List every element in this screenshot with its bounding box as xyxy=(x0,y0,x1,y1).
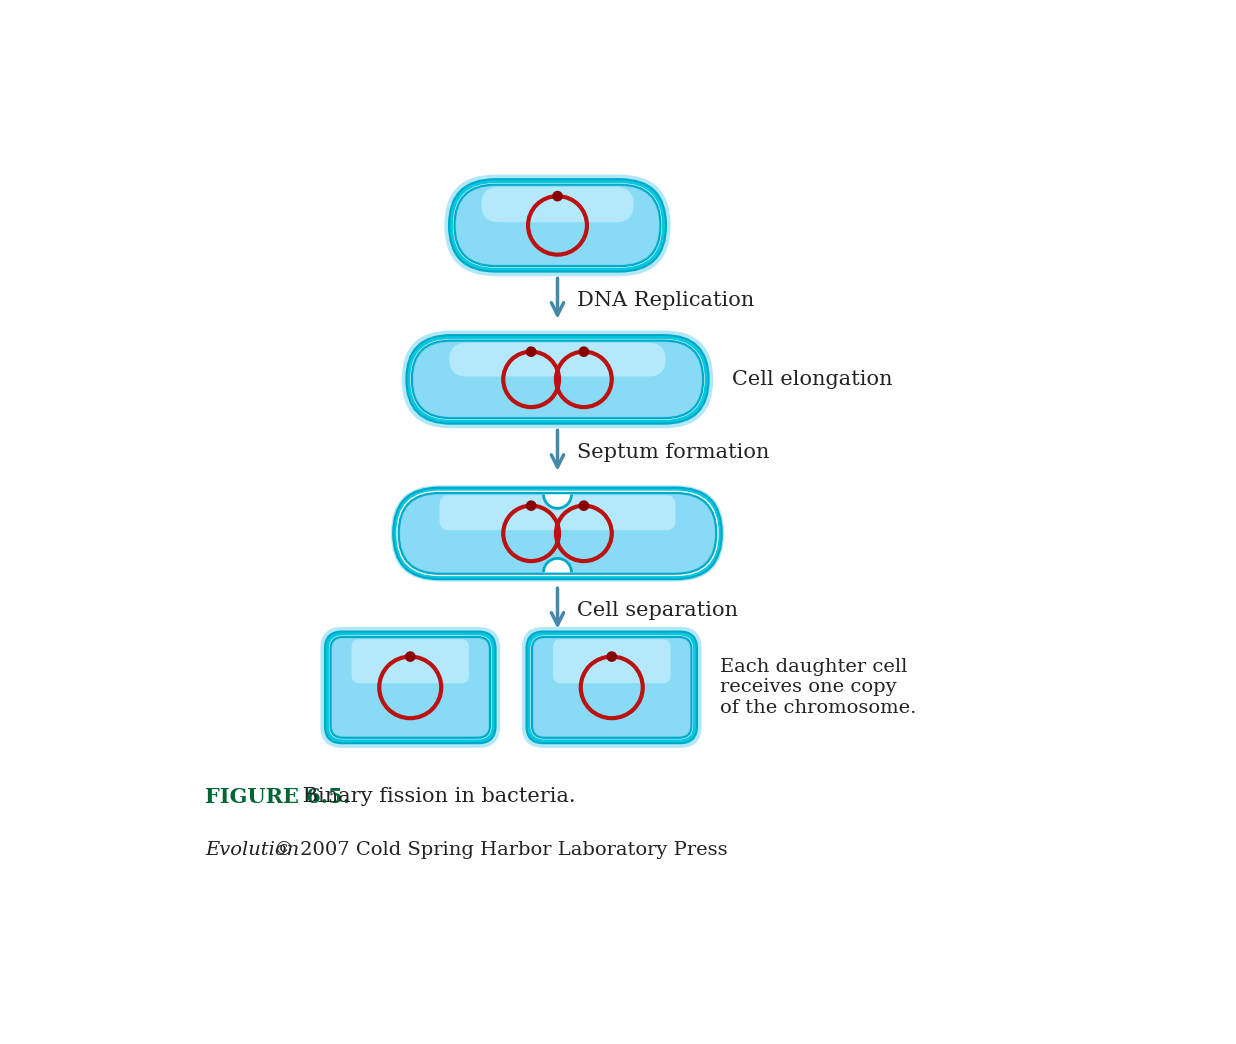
FancyBboxPatch shape xyxy=(412,340,703,419)
Text: DNA Replication: DNA Replication xyxy=(577,291,754,310)
FancyBboxPatch shape xyxy=(445,174,671,277)
Text: Cell separation: Cell separation xyxy=(577,601,738,620)
FancyBboxPatch shape xyxy=(452,183,662,267)
FancyBboxPatch shape xyxy=(407,335,708,424)
FancyBboxPatch shape xyxy=(440,495,676,530)
FancyBboxPatch shape xyxy=(527,632,697,743)
Wedge shape xyxy=(544,559,571,572)
FancyBboxPatch shape xyxy=(481,187,634,222)
FancyBboxPatch shape xyxy=(400,495,714,572)
FancyBboxPatch shape xyxy=(330,637,491,738)
FancyBboxPatch shape xyxy=(402,331,713,428)
FancyBboxPatch shape xyxy=(530,636,693,739)
Text: Evolution: Evolution xyxy=(205,841,299,859)
FancyBboxPatch shape xyxy=(455,185,660,266)
FancyBboxPatch shape xyxy=(399,493,717,574)
FancyBboxPatch shape xyxy=(325,632,496,743)
Text: Binary fission in bacteria.: Binary fission in bacteria. xyxy=(297,787,576,806)
Circle shape xyxy=(552,191,562,200)
Circle shape xyxy=(580,347,588,356)
FancyBboxPatch shape xyxy=(410,339,705,420)
Text: Each daughter cell
receives one copy
of the chromosome.: Each daughter cell receives one copy of … xyxy=(721,658,917,717)
FancyBboxPatch shape xyxy=(320,627,501,748)
FancyBboxPatch shape xyxy=(522,627,702,748)
FancyBboxPatch shape xyxy=(534,639,690,736)
FancyBboxPatch shape xyxy=(450,342,666,377)
Circle shape xyxy=(580,501,588,511)
FancyBboxPatch shape xyxy=(329,636,492,739)
Circle shape xyxy=(405,651,415,661)
FancyBboxPatch shape xyxy=(332,639,488,736)
FancyBboxPatch shape xyxy=(456,186,659,264)
FancyBboxPatch shape xyxy=(531,637,692,738)
FancyBboxPatch shape xyxy=(449,180,666,271)
FancyBboxPatch shape xyxy=(351,639,468,683)
FancyBboxPatch shape xyxy=(391,485,724,582)
Circle shape xyxy=(527,501,535,511)
FancyBboxPatch shape xyxy=(413,342,702,417)
Text: FIGURE 6.5.: FIGURE 6.5. xyxy=(205,787,350,807)
Wedge shape xyxy=(544,495,571,508)
FancyBboxPatch shape xyxy=(397,491,718,576)
FancyBboxPatch shape xyxy=(552,639,670,683)
Circle shape xyxy=(607,651,617,661)
Text: Cell elongation: Cell elongation xyxy=(732,370,892,388)
Text: Septum formation: Septum formation xyxy=(577,444,769,462)
Circle shape xyxy=(527,347,535,356)
Text: © 2007 Cold Spring Harbor Laboratory Press: © 2007 Cold Spring Harbor Laboratory Pre… xyxy=(268,841,728,859)
FancyBboxPatch shape xyxy=(393,488,722,579)
